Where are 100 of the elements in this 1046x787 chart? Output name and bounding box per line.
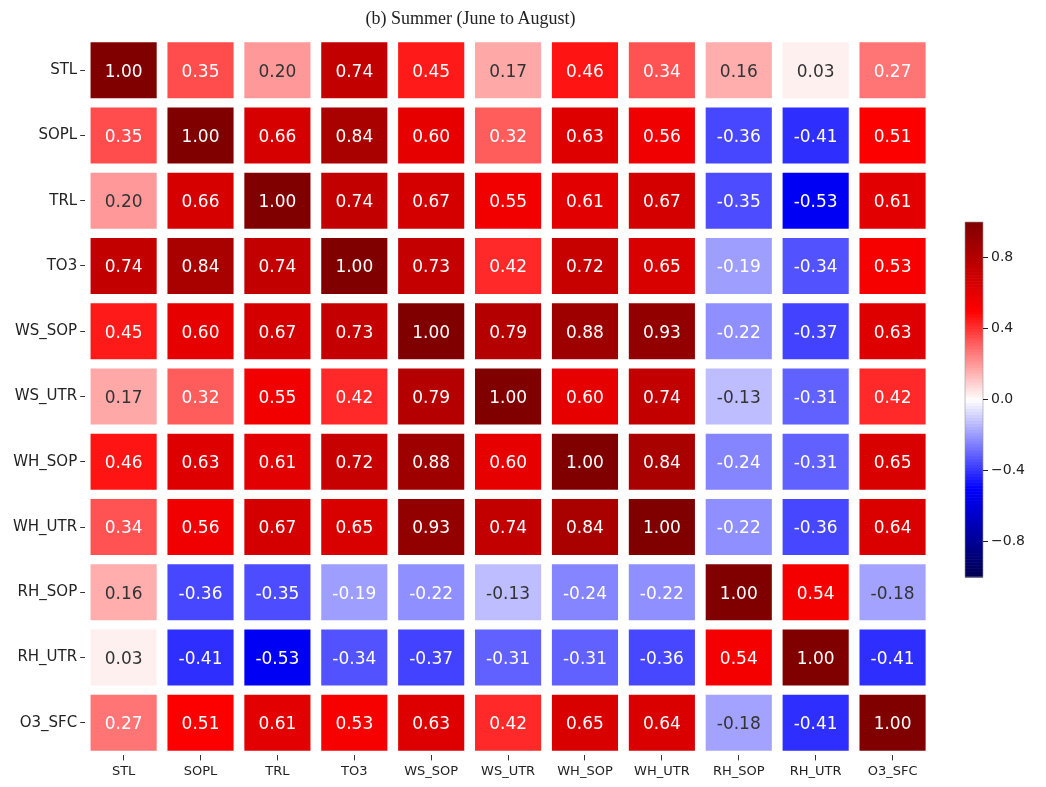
- data-label: -0.24: [716, 452, 761, 473]
- data-label: -0.37: [409, 647, 454, 668]
- data-label: -0.31: [486, 647, 531, 668]
- data-label: -0.41: [178, 647, 223, 668]
- data-label: -0.22: [716, 517, 761, 538]
- x-tick-label: STL: [111, 762, 137, 778]
- data-label: 0.32: [489, 125, 528, 146]
- data-label: 0.65: [566, 713, 604, 734]
- chart-title: (b) Summer (June to August): [365, 7, 576, 29]
- y-tick-label: RH_SOP: [17, 582, 78, 602]
- data-label: 0.74: [104, 256, 143, 277]
- data-label: 0.93: [642, 321, 681, 342]
- data-label: 0.20: [258, 60, 297, 81]
- y-tick-label: STL: [50, 60, 78, 79]
- data-label: 0.84: [642, 452, 681, 473]
- data-label: -0.22: [409, 582, 454, 603]
- data-label: 1.00: [181, 125, 220, 146]
- x-tick-label: TRL: [264, 762, 291, 778]
- data-label: 0.60: [412, 125, 451, 146]
- data-label: 0.56: [181, 517, 220, 538]
- data-label: 0.84: [335, 125, 374, 146]
- data-label: 0.73: [335, 321, 374, 342]
- data-label: 0.79: [412, 386, 451, 407]
- data-label: -0.41: [870, 647, 915, 668]
- data-label: -0.34: [793, 256, 838, 277]
- data-label: 0.66: [258, 125, 297, 146]
- data-label: 1.00: [642, 517, 681, 538]
- data-label: 0.67: [412, 191, 451, 212]
- data-label: 0.42: [489, 713, 528, 734]
- data-label: 0.65: [873, 452, 912, 473]
- data-label: 1.00: [719, 582, 758, 603]
- data-label: 0.67: [258, 517, 297, 538]
- data-label: 0.51: [181, 713, 220, 734]
- data-label: 0.17: [104, 386, 143, 407]
- data-label: 0.35: [181, 60, 220, 81]
- y-tick-label: O3_SFC: [19, 712, 78, 732]
- data-label: -0.35: [255, 582, 300, 603]
- data-label: 0.61: [258, 713, 297, 734]
- data-label: 0.55: [489, 191, 528, 212]
- data-label: 0.45: [104, 321, 143, 342]
- data-label: 0.27: [873, 60, 912, 81]
- data-label: 0.65: [642, 256, 681, 277]
- color-bar-label: −0.8: [991, 532, 1025, 549]
- data-label: 0.65: [335, 517, 374, 538]
- data-label: -0.19: [332, 582, 377, 603]
- data-label: 0.51: [873, 125, 912, 146]
- data-label: -0.31: [562, 647, 607, 668]
- data-label: 0.03: [104, 647, 143, 668]
- data-label: 0.88: [412, 452, 451, 473]
- data-label: 1.00: [412, 321, 451, 342]
- data-label: -0.19: [716, 256, 761, 277]
- data-label: 0.17: [489, 60, 528, 81]
- data-label: 0.67: [258, 321, 297, 342]
- data-label: 0.54: [796, 582, 835, 603]
- data-label: 0.60: [181, 321, 220, 342]
- x-tick-label: RH_SOP: [712, 762, 765, 778]
- data-label: 0.74: [335, 191, 374, 212]
- data-label: -0.36: [178, 582, 223, 603]
- data-label: 0.60: [489, 452, 528, 473]
- data-label: -0.24: [562, 582, 607, 603]
- data-label: 0.66: [181, 191, 220, 212]
- data-label: 0.72: [335, 452, 374, 473]
- data-label: 0.64: [642, 713, 681, 734]
- data-label: 0.74: [489, 517, 528, 538]
- color-bar-label: 0.0: [991, 390, 1014, 407]
- data-label: 0.46: [104, 452, 143, 473]
- y-tick-label: SOPL: [38, 125, 78, 144]
- data-label: 0.72: [566, 256, 604, 277]
- data-label: -0.35: [716, 191, 761, 212]
- data-label: 0.93: [412, 517, 451, 538]
- color-bar-label: −0.4: [991, 461, 1026, 478]
- y-tick-label: WS_UTR: [14, 386, 78, 406]
- data-label: 0.74: [335, 60, 374, 81]
- data-label: 0.67: [642, 191, 681, 212]
- data-label: -0.41: [793, 713, 838, 734]
- color-bar-label: 0.8: [991, 248, 1014, 265]
- data-label: 0.53: [335, 713, 374, 734]
- data-label: 0.74: [258, 256, 297, 277]
- x-tick-label: WS_SOP: [404, 762, 459, 778]
- data-label: 0.84: [181, 256, 220, 277]
- data-label: 0.74: [642, 386, 681, 407]
- data-label: 0.45: [412, 60, 451, 81]
- data-label: 0.20: [104, 191, 143, 212]
- data-label: -0.34: [332, 647, 377, 668]
- x-tick-label: RH_UTR: [789, 762, 842, 778]
- y-tick-label: RH_UTR: [17, 647, 78, 667]
- x-tick-label: O3_SFC: [867, 762, 918, 778]
- data-label: 1.00: [104, 60, 143, 81]
- data-label: 0.03: [796, 60, 835, 81]
- y-tick-label: TRL: [48, 190, 78, 209]
- data-label: -0.36: [716, 125, 761, 146]
- data-label: -0.18: [870, 582, 915, 603]
- data-label: 0.61: [873, 191, 912, 212]
- data-label: -0.13: [486, 582, 531, 603]
- data-label: 0.53: [873, 256, 912, 277]
- data-label: 0.42: [335, 386, 374, 407]
- data-label: -0.13: [716, 386, 761, 407]
- y-tick-label: WS_SOP: [14, 321, 78, 341]
- data-label: -0.22: [639, 582, 684, 603]
- data-label: 0.73: [412, 256, 451, 277]
